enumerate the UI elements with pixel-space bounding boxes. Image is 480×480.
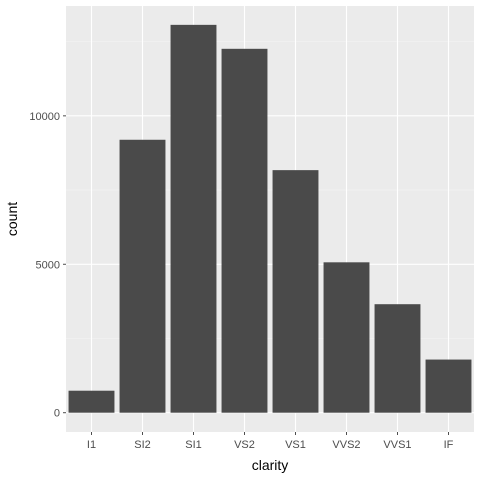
y-axis: 0 5000 10000 — [29, 111, 66, 420]
bar-vvs1 — [374, 304, 421, 413]
x-tick-label: VS2 — [234, 439, 255, 451]
x-tick-label: VS1 — [285, 439, 306, 451]
x-tick-label: SI1 — [185, 439, 202, 451]
x-axis: I1 SI2 SI1 VS2 VS1 VVS2 VVS1 IF — [87, 432, 454, 451]
bar-i1 — [68, 390, 115, 413]
x-tick-label: I1 — [87, 439, 96, 451]
x-tick-label: IF — [444, 439, 454, 451]
x-tick-label: VVS1 — [383, 439, 411, 451]
bar-si2 — [119, 139, 166, 413]
bar-vs1 — [272, 170, 319, 413]
bar-si1 — [170, 24, 217, 413]
bar-vvs2 — [323, 262, 370, 413]
x-axis-title: clarity — [252, 457, 289, 473]
y-tick-label: 0 — [54, 408, 60, 420]
bar-if — [425, 359, 472, 413]
y-axis-title: count — [4, 202, 20, 236]
x-tick-label: VVS2 — [332, 439, 360, 451]
x-tick-label: SI2 — [134, 439, 151, 451]
bar-vs2 — [221, 48, 268, 413]
bars — [68, 24, 472, 413]
y-tick-label: 10000 — [29, 111, 60, 123]
y-tick-label: 5000 — [36, 259, 60, 271]
